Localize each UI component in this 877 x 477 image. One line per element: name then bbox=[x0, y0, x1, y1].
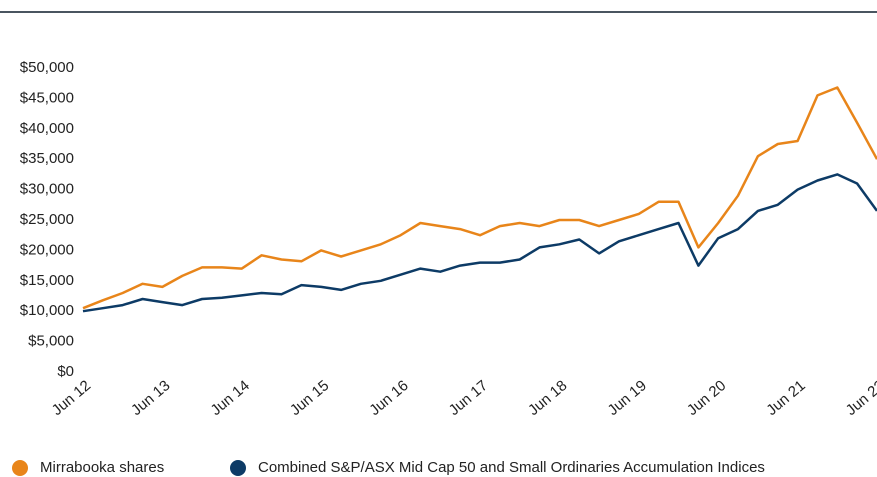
x-tick-label: Jun 13 bbox=[128, 377, 173, 419]
x-tick-label: Jun 17 bbox=[446, 377, 491, 419]
y-tick-label: $50,000 bbox=[20, 59, 74, 76]
x-tick-label: Jun 16 bbox=[366, 377, 411, 419]
y-tick-label: $5,000 bbox=[28, 333, 74, 350]
x-tick-label: Jun 22 bbox=[843, 377, 877, 419]
x-tick-label: Jun 12 bbox=[49, 377, 94, 419]
x-tick-label: Jun 18 bbox=[525, 377, 570, 419]
y-tick-label: $45,000 bbox=[20, 89, 74, 106]
y-tick-label: $30,000 bbox=[20, 181, 74, 198]
legend-label: Combined S&P/ASX Mid Cap 50 and Small Or… bbox=[258, 459, 765, 476]
y-tick-label: $40,000 bbox=[20, 120, 74, 137]
legend-swatch bbox=[230, 460, 246, 476]
y-tick-label: $20,000 bbox=[20, 241, 74, 258]
y-tick-label: $25,000 bbox=[20, 211, 74, 228]
x-tick-label: Jun 14 bbox=[207, 377, 252, 419]
legend-swatch bbox=[12, 460, 28, 476]
x-tick-label: Jun 20 bbox=[684, 377, 729, 419]
legend-label: Mirrabooka shares bbox=[40, 459, 164, 476]
y-tick-label: $10,000 bbox=[20, 302, 74, 319]
y-tick-label: $0 bbox=[57, 363, 74, 380]
x-tick-label: Jun 21 bbox=[763, 377, 808, 419]
series-line bbox=[82, 86, 877, 310]
x-tick-label: Jun 19 bbox=[604, 377, 649, 419]
y-tick-label: $15,000 bbox=[20, 272, 74, 289]
x-tick-label: Jun 15 bbox=[287, 377, 332, 419]
y-tick-label: $35,000 bbox=[20, 150, 74, 167]
series-line bbox=[82, 173, 877, 313]
